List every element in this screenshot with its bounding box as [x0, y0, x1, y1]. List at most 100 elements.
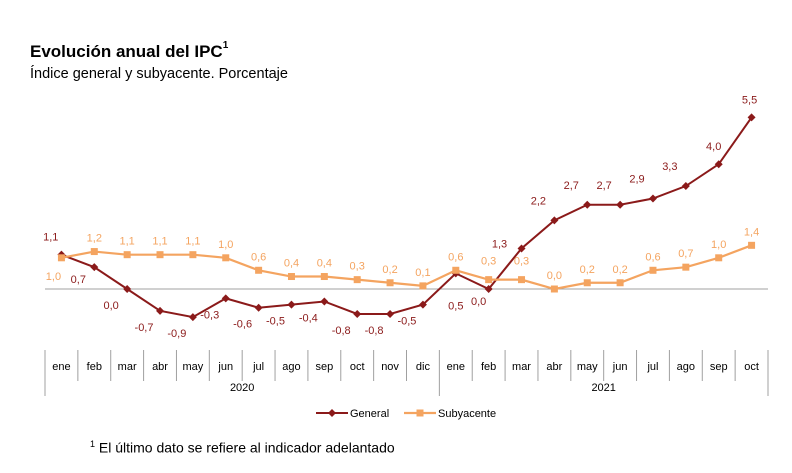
data-labels: 1,1 0,7 0,0 -0,7 -0,9 -0,3 -0,6 -0,5 -0,4 -0,8 -0,…	[43, 94, 759, 340]
x-tick-label: ene	[52, 361, 70, 373]
subyacente-value-label: 1,0	[218, 239, 233, 251]
general-point	[353, 309, 362, 318]
x-tick-label: mar	[512, 361, 531, 373]
subyacente-value-label: 0,2	[612, 264, 627, 276]
subyacente-point	[419, 282, 427, 290]
subyacente-value-label: 1,0	[46, 271, 61, 283]
subyacente-point	[748, 241, 756, 249]
general-point	[484, 285, 493, 293]
general-point	[386, 309, 395, 318]
chart-subtitle: Índice general y subyacente. Porcentaje	[30, 66, 288, 82]
subyacente-value-label: 1,1	[120, 236, 135, 248]
general-point	[320, 297, 329, 306]
general-value-label: -0,3	[200, 309, 219, 321]
general-value-label: -0,8	[365, 325, 384, 337]
general-value-label: -0,6	[233, 319, 252, 331]
chart-legend: General Subyacente	[316, 408, 496, 420]
subyacente-value-label: 0,0	[547, 270, 562, 282]
x-tick-label: oct	[350, 361, 365, 373]
subyacente-point	[550, 285, 558, 293]
x-tick-label: jun	[612, 361, 628, 373]
x-tick-label: ago	[282, 361, 300, 373]
chart-title: Evolución anual del IPC1	[30, 40, 229, 61]
subyacente-point	[386, 279, 394, 287]
general-line	[61, 116, 753, 319]
subyacente-point	[452, 266, 460, 274]
general-point	[616, 200, 625, 209]
subyacente-point	[715, 254, 723, 262]
general-point	[123, 285, 132, 293]
subyacente-point	[649, 266, 657, 274]
general-value-label: -0,5	[266, 316, 285, 328]
subyacente-value-label: 0,2	[580, 264, 595, 276]
legend-general-label: General	[350, 408, 389, 420]
general-point	[648, 194, 657, 203]
x-tick-label: jul	[252, 361, 264, 373]
year-label: 2021	[591, 382, 615, 394]
general-value-label: 2,2	[531, 195, 546, 207]
series-subyacente	[57, 241, 756, 293]
subyacente-value-label: 0,3	[350, 261, 365, 273]
general-value-label: -0,9	[167, 328, 186, 340]
subyacente-point	[518, 276, 526, 284]
x-tick-label: sep	[315, 361, 333, 373]
general-value-label: 2,9	[629, 174, 644, 186]
subyacente-point	[255, 266, 263, 274]
subyacente-point	[320, 273, 328, 281]
x-tick-label: sep	[710, 361, 728, 373]
subyacente-value-label: 1,4	[744, 226, 759, 238]
general-point	[221, 294, 230, 303]
subyacente-point	[616, 279, 624, 287]
subyacente-point	[156, 251, 164, 259]
subyacente-line	[61, 244, 752, 291]
year-label: 2020	[230, 382, 254, 394]
subyacente-value-label: 0,1	[415, 267, 430, 279]
subyacente-point	[287, 273, 295, 281]
general-value-label: 0,5	[448, 300, 463, 312]
subyacente-value-label: 0,6	[251, 251, 266, 263]
subyacente-value-label: 0,4	[284, 258, 299, 270]
general-point	[90, 263, 99, 272]
subyacente-value-label: 1,2	[87, 233, 102, 245]
x-tick-label: mar	[118, 361, 137, 373]
general-value-label: 0,0	[104, 300, 119, 312]
general-value-label: 5,5	[742, 94, 757, 106]
general-value-label: -0,8	[332, 325, 351, 337]
general-value-label: 3,3	[662, 161, 677, 173]
x-tick-label: may	[182, 361, 203, 373]
x-tick-label: abr	[546, 361, 562, 373]
general-value-label: 0,0	[471, 296, 486, 308]
subyacente-value-label: 0,7	[678, 248, 693, 260]
subyacente-point	[353, 276, 361, 284]
legend-subyacente-label: Subyacente	[438, 408, 496, 420]
legend-general-marker	[328, 409, 336, 417]
subyacente-point	[682, 263, 690, 271]
subyacente-point	[583, 279, 591, 287]
x-tick-label: ago	[677, 361, 695, 373]
chart-axes: ene feb mar abr may jun jul ago sep oct nov dic ene f…	[44, 288, 769, 396]
subyacente-value-label: 0,3	[514, 256, 529, 268]
general-value-label: 4,0	[706, 141, 721, 153]
subyacente-value-label: 0,3	[481, 256, 496, 268]
subyacente-value-label: 0,4	[317, 258, 332, 270]
x-tick-label: nov	[381, 361, 399, 373]
subyacente-point	[123, 251, 131, 259]
general-point	[583, 200, 592, 209]
general-point	[254, 303, 263, 312]
general-value-label: -0,7	[135, 322, 154, 334]
x-tick-label: jul	[646, 361, 658, 373]
subyacente-point	[57, 254, 65, 262]
general-point	[287, 300, 296, 309]
subyacente-value-label: 1,1	[185, 236, 200, 248]
x-tick-label: oct	[744, 361, 759, 373]
x-tick-label: may	[577, 361, 598, 373]
general-point	[188, 313, 197, 322]
x-tick-label: feb	[87, 361, 102, 373]
general-value-label: -0,5	[397, 316, 416, 328]
x-tick-label: feb	[481, 361, 496, 373]
general-value-label: 2,7	[564, 180, 579, 192]
subyacente-point	[90, 248, 98, 256]
general-point	[156, 306, 165, 315]
subyacente-value-label: 0,6	[448, 251, 463, 263]
